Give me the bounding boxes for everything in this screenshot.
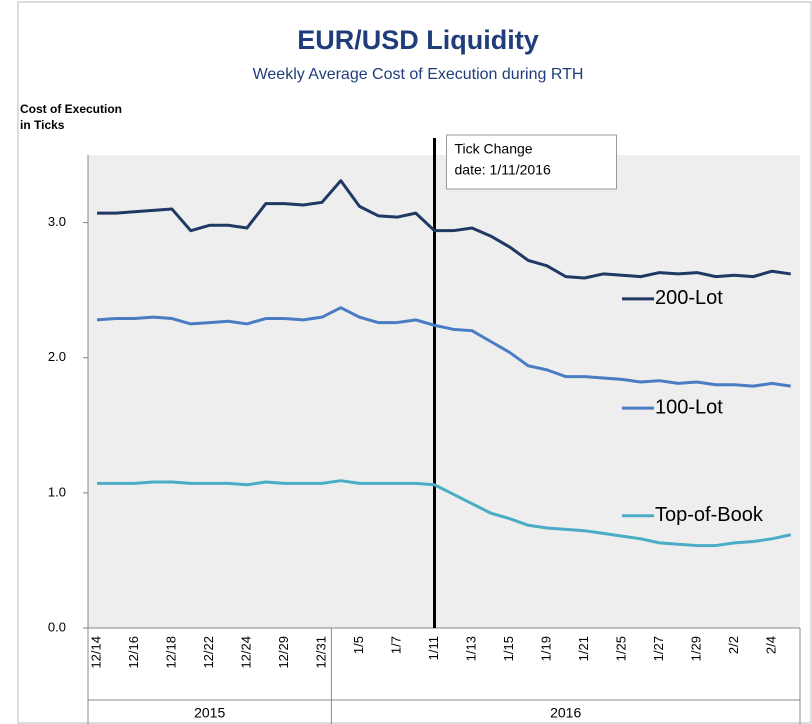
x-tick-label: 1/13 bbox=[463, 636, 478, 661]
x-tick-label: 12/18 bbox=[163, 636, 178, 669]
x-tick-label: 12/31 bbox=[313, 636, 328, 669]
x-tick-label: 1/5 bbox=[351, 636, 366, 654]
x-tick-label: 1/11 bbox=[426, 636, 441, 660]
legend-label: 200-Lot bbox=[655, 287, 723, 309]
x-tick-label: 12/24 bbox=[238, 636, 253, 669]
legend-label: Top-of-Book bbox=[655, 504, 764, 526]
x-tick-label: 1/21 bbox=[576, 636, 591, 661]
annotation-box bbox=[446, 134, 617, 190]
x-tick-label: 12/29 bbox=[276, 636, 291, 669]
x-tick-label: 12/16 bbox=[126, 636, 141, 669]
annotation-text: Tick Change bbox=[455, 141, 533, 157]
y-axis-label: in Ticks bbox=[20, 118, 65, 132]
series-line bbox=[97, 479, 792, 548]
x-tick-label: 1/27 bbox=[651, 636, 666, 661]
legend-label: 100-Lot bbox=[655, 396, 723, 418]
x-tick-label: 1/19 bbox=[538, 636, 553, 661]
x-tick-label: 2/4 bbox=[763, 636, 778, 654]
x-tick-label: 1/29 bbox=[688, 636, 703, 661]
x-tick-label: 1/25 bbox=[613, 636, 628, 661]
year-label: 2016 bbox=[550, 705, 581, 721]
y-tick-label: 2.0 bbox=[48, 349, 66, 364]
x-tick-label: 12/14 bbox=[88, 636, 103, 669]
x-tick-label: 1/7 bbox=[388, 636, 403, 654]
series-line bbox=[96, 306, 791, 388]
x-tick-label: 1/15 bbox=[501, 636, 516, 661]
year-label: 2015 bbox=[194, 705, 225, 721]
y-tick-label: 0.0 bbox=[48, 619, 66, 634]
y-tick-label: 3.0 bbox=[48, 214, 66, 229]
chart-title: EUR/USD Liquidity bbox=[297, 25, 539, 55]
annotation-text: date: 1/11/2016 bbox=[455, 162, 551, 178]
y-tick-label: 1.0 bbox=[48, 484, 66, 499]
x-tick-label: 2/2 bbox=[726, 636, 741, 654]
plot-area bbox=[88, 155, 800, 628]
series-line bbox=[97, 179, 791, 280]
chart-subtitle: Weekly Average Cost of Execution during … bbox=[253, 66, 584, 83]
y-axis-label: Cost of Execution bbox=[20, 102, 122, 116]
x-tick-label: 12/22 bbox=[201, 636, 216, 669]
